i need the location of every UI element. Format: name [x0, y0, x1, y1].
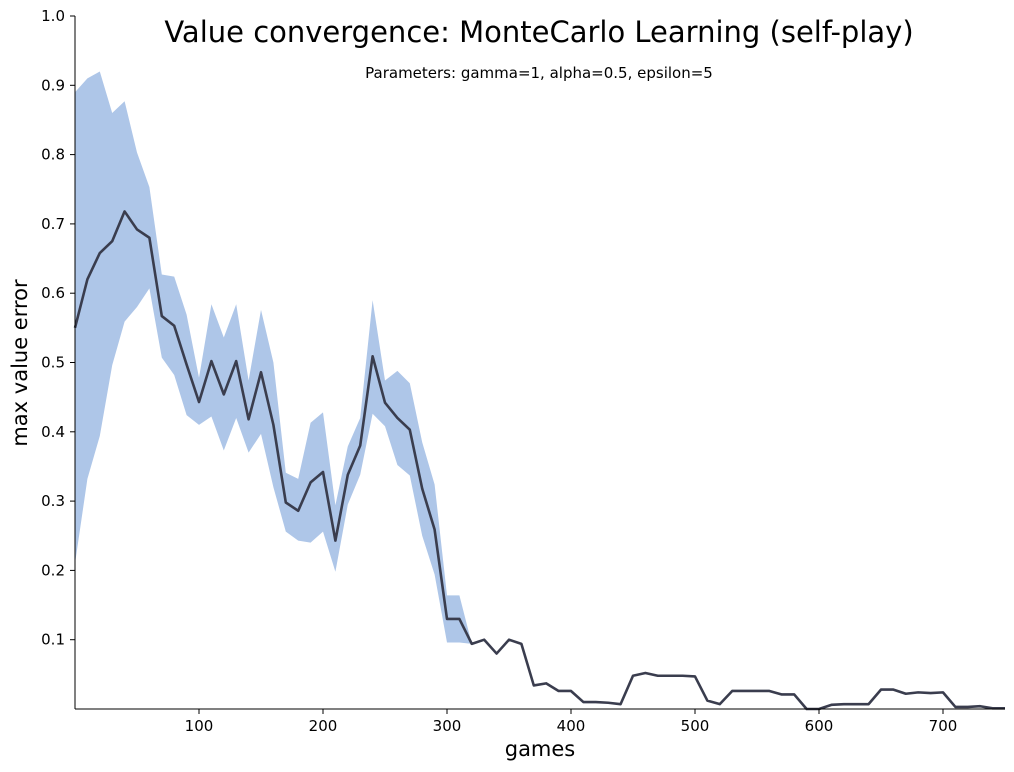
y-ticks: 0.1 0.2 0.3 0.4 0.5 0.6 0.7 0.8 0.9 1.0 — [41, 7, 75, 649]
y-tick-label: 0.1 — [41, 631, 65, 649]
x-tick-label: 600 — [805, 717, 834, 735]
x-ticks: 100 200 300 400 500 600 700 — [185, 709, 958, 735]
x-tick-label: 500 — [681, 717, 710, 735]
y-tick-label: 1.0 — [41, 7, 65, 25]
x-tick-label: 200 — [309, 717, 338, 735]
y-axis-label: max value error — [8, 279, 32, 447]
chart-title: Value convergence: MonteCarlo Learning (… — [164, 15, 913, 49]
y-tick-label: 0.2 — [41, 561, 65, 579]
y-tick-label: 0.5 — [41, 354, 65, 372]
y-tick-label: 0.3 — [41, 492, 65, 510]
x-tick-label: 300 — [433, 717, 462, 735]
chart-subtitle: Parameters: gamma=1, alpha=0.5, epsilon=… — [365, 64, 713, 82]
y-tick-label: 0.8 — [41, 146, 65, 164]
plot-area — [73, 71, 1005, 711]
x-axis-label: games — [505, 737, 576, 761]
y-tick-label: 0.9 — [41, 76, 65, 94]
x-tick-label: 100 — [185, 717, 214, 735]
x-tick-label: 400 — [557, 717, 586, 735]
mean-error-line — [73, 210, 1005, 711]
y-tick-label: 0.4 — [41, 423, 65, 441]
confidence-band — [75, 71, 1005, 709]
y-tick-label: 0.7 — [41, 215, 65, 233]
y-tick-label: 0.6 — [41, 284, 65, 302]
x-tick-label: 700 — [929, 717, 958, 735]
